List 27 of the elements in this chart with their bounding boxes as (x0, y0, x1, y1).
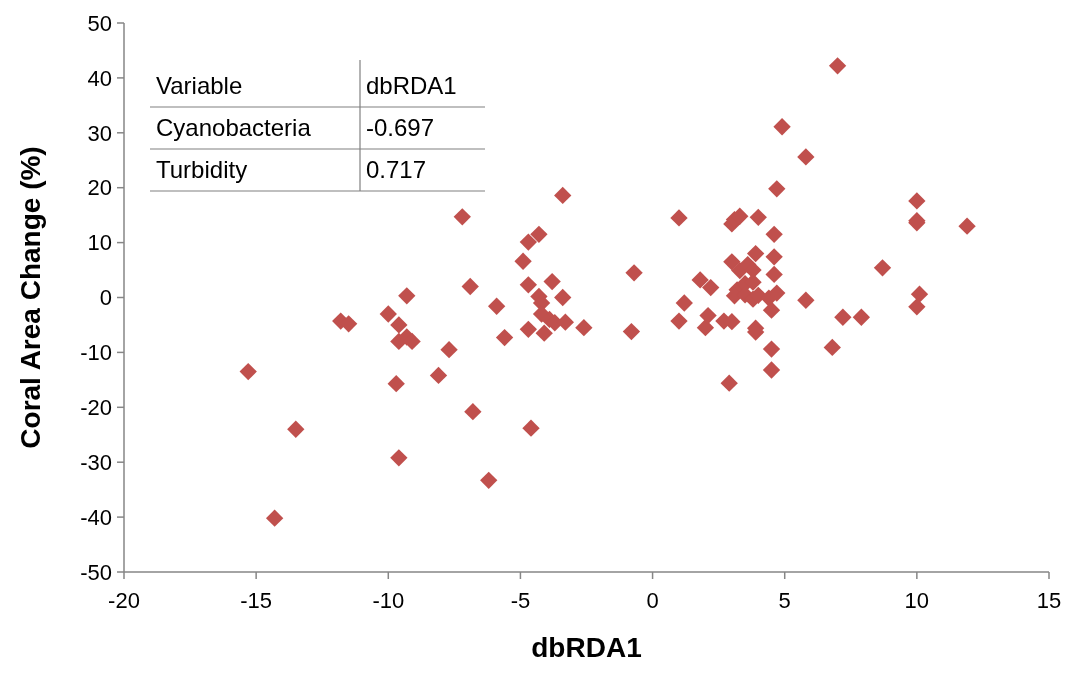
x-axis-title: dbRDA1 (531, 632, 642, 663)
y-tick-label: 20 (87, 175, 112, 201)
y-tick-label: 50 (87, 10, 112, 36)
annotation: dbRDA1 (366, 72, 457, 100)
y-tick-label: -10 (80, 340, 112, 366)
annotation: 0.717 (366, 156, 427, 184)
y-axis-title: Coral Area Change (%) (15, 146, 46, 449)
x-tick-label: 10 (904, 588, 930, 613)
y-tick-label: 40 (87, 65, 112, 91)
x-tick-label: -15 (240, 588, 273, 613)
annotation: Turbidity (156, 156, 248, 184)
x-tick-label: -5 (510, 588, 531, 613)
x-tick-label: -20 (108, 588, 140, 613)
y-tick-label: -40 (80, 504, 112, 530)
annotation: Cyanobacteria (156, 114, 312, 142)
y-tick-label: 30 (87, 120, 112, 146)
annotation: Variable (156, 72, 243, 100)
x-tick-label: 0 (646, 588, 659, 613)
y-tick-label: -20 (80, 395, 112, 420)
y-tick-label: -30 (80, 449, 112, 475)
y-tick-label: 0 (99, 285, 112, 311)
x-tick-label: 5 (778, 588, 791, 613)
y-tick-label: 10 (87, 230, 112, 256)
x-tick-label: 15 (1036, 588, 1062, 613)
annotation: -0.697 (366, 114, 435, 142)
x-tick-label: -10 (372, 588, 405, 613)
y-tick-label: -50 (80, 559, 112, 585)
